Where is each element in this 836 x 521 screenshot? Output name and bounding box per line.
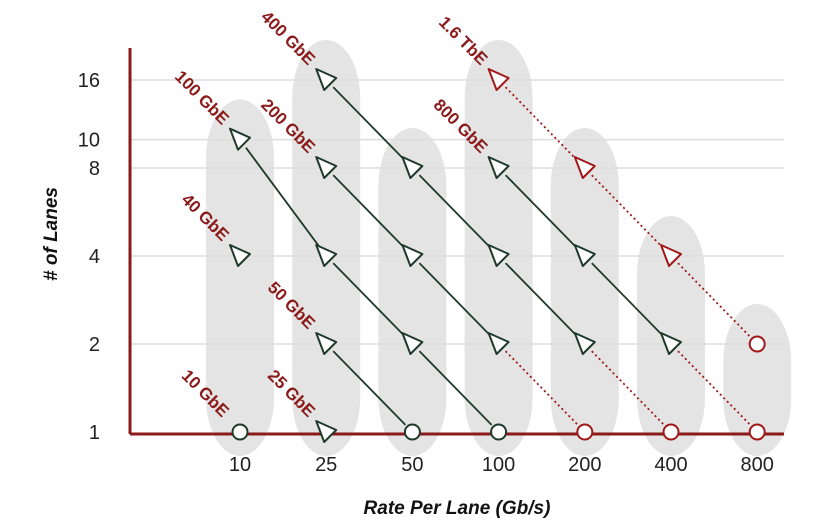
x-tick-label-400: 400 xyxy=(654,454,687,476)
y-tick-label-4: 4 xyxy=(89,246,100,268)
y-axis-title: # of Lanes xyxy=(41,187,62,281)
800-gbe-point-3 xyxy=(748,423,766,441)
50-gbe-point-1 xyxy=(403,423,421,441)
x-tick-label-10: 10 xyxy=(229,454,251,476)
200-gbe-point-2 xyxy=(487,332,510,355)
1-6-tbe-line-1 xyxy=(591,174,665,250)
800-gbe-point-1 xyxy=(573,244,596,267)
rate-bands xyxy=(206,40,792,457)
400-gbe-point-2 xyxy=(487,244,510,267)
200-gbe-line-2 xyxy=(504,350,579,426)
200-gbe-line-1 xyxy=(418,262,493,338)
rate-band-200 xyxy=(550,128,619,456)
200-gbe-point-0 xyxy=(315,156,338,179)
200-gbe-point-3 xyxy=(576,423,594,441)
100-gbe-line-0 xyxy=(245,147,321,249)
1-6-tbe-point-2 xyxy=(660,244,682,267)
800-gbe-line-2 xyxy=(677,350,751,426)
data-markers xyxy=(229,68,766,443)
400-gbe-label: 400 GbE xyxy=(257,7,319,69)
1-6-tbe-point-1 xyxy=(573,156,596,179)
400-gbe-line-0 xyxy=(332,86,407,162)
400-gbe-point-4 xyxy=(662,423,680,441)
rate-band-50 xyxy=(378,128,447,456)
x-axis-title: Rate Per Lane (Gb/s) xyxy=(364,498,551,519)
1-6-tbe-line-0 xyxy=(504,86,579,162)
200-gbe-line-0 xyxy=(332,174,407,250)
100-gbe-point-1 xyxy=(315,244,338,267)
y-tick-label-16: 16 xyxy=(78,70,100,92)
400-gbe-point-3 xyxy=(573,332,596,355)
rate-band-400 xyxy=(637,216,705,456)
x-tick-label-100: 100 xyxy=(482,454,515,476)
x-tick-label-800: 800 xyxy=(741,454,774,476)
10-gbe-point-0 xyxy=(231,423,249,441)
y-tick-labels: 1 2 4 8 10 16 xyxy=(78,70,100,444)
100-gbe-label: 100 GbE xyxy=(171,67,233,129)
y-tick-label-1: 1 xyxy=(89,422,100,444)
100-gbe-line-1 xyxy=(332,262,407,338)
800-gbe-point-0 xyxy=(487,156,510,179)
y-tick-label-2: 2 xyxy=(89,334,100,356)
1-6-tbe-line-2 xyxy=(677,262,751,338)
rate-band-25 xyxy=(292,40,361,456)
x-tick-labels: 10 25 50 100 200 400 800 xyxy=(229,454,774,476)
1-6-tbe-point-3 xyxy=(748,335,766,353)
100-gbe-point-3 xyxy=(490,423,508,441)
800-gbe-point-2 xyxy=(660,332,682,355)
800-gbe-line-1 xyxy=(591,262,665,338)
x-tick-label-50: 50 xyxy=(401,454,423,476)
series-lines xyxy=(245,86,751,426)
x-tick-label-25: 25 xyxy=(315,454,337,476)
800-gbe-line-0 xyxy=(504,174,579,250)
y-tick-label-8: 8 xyxy=(89,158,100,180)
100-gbe-point-2 xyxy=(401,332,424,355)
1-6-tbe-label: 1.6 TbE xyxy=(435,13,491,69)
400-gbe-point-0 xyxy=(315,68,338,91)
400-gbe-line-1 xyxy=(418,174,493,250)
x-tick-label-200: 200 xyxy=(568,454,601,476)
400-gbe-line-3 xyxy=(591,350,665,426)
25-gbe-point-0 xyxy=(315,420,338,443)
50-gbe-line-0 xyxy=(332,350,407,426)
50-gbe-point-0 xyxy=(315,332,338,355)
100-gbe-line-2 xyxy=(418,350,493,426)
40-gbe-point-0 xyxy=(229,244,251,267)
y-tick-label-10: 10 xyxy=(78,130,100,152)
rate-band-800 xyxy=(723,304,792,456)
400-gbe-line-2 xyxy=(504,262,579,338)
100-gbe-point-0 xyxy=(229,127,251,151)
1-6-tbe-point-0 xyxy=(487,68,510,91)
400-gbe-point-1 xyxy=(401,156,424,179)
rate-band-10 xyxy=(206,99,274,457)
rate-band-100 xyxy=(464,40,533,456)
200-gbe-point-1 xyxy=(401,244,424,267)
